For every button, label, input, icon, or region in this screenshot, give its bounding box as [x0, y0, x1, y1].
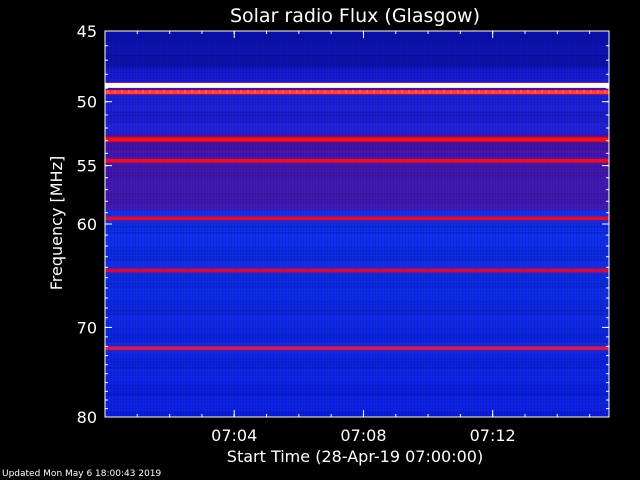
dot-mark	[387, 90, 389, 94]
dot-mark	[562, 90, 564, 94]
emission-band-7	[105, 346, 609, 350]
dot-mark	[163, 90, 165, 94]
dot-mark	[324, 90, 326, 94]
dot-mark	[569, 90, 571, 94]
emission-band-5	[105, 216, 609, 221]
dot-mark	[331, 90, 333, 94]
dot-mark	[366, 90, 368, 94]
emission-band-2	[105, 90, 609, 95]
dot-mark	[128, 90, 130, 94]
dot-mark	[548, 90, 550, 94]
dot-mark	[380, 90, 382, 94]
dot-mark	[541, 90, 543, 94]
dot-mark	[583, 90, 585, 94]
dot-mark	[114, 90, 116, 94]
emission-band-1	[105, 82, 609, 88]
dot-mark	[282, 90, 284, 94]
vertical-texture	[105, 31, 609, 417]
dot-mark	[121, 90, 123, 94]
dot-mark	[520, 90, 522, 94]
dot-mark	[401, 90, 403, 94]
dot-mark	[499, 90, 501, 94]
dot-mark	[436, 90, 438, 94]
dot-mark	[289, 90, 291, 94]
dot-mark	[310, 90, 312, 94]
dot-mark	[408, 90, 410, 94]
dot-mark	[464, 90, 466, 94]
dot-mark	[268, 90, 270, 94]
dot-mark	[107, 90, 109, 94]
dot-mark	[534, 90, 536, 94]
dot-mark	[261, 90, 263, 94]
dot-mark	[205, 90, 207, 94]
dot-mark	[233, 90, 235, 94]
dot-mark	[513, 90, 515, 94]
dot-mark	[149, 90, 151, 94]
dot-mark	[296, 90, 298, 94]
dot-mark	[373, 90, 375, 94]
y-tick-label: 70	[77, 318, 97, 337]
dot-mark	[219, 90, 221, 94]
dot-mark	[429, 90, 431, 94]
dot-mark	[555, 90, 557, 94]
y-axis-label: Frequency [MHz]	[47, 156, 66, 290]
dot-mark	[226, 90, 228, 94]
dot-mark	[345, 90, 347, 94]
dot-mark	[191, 90, 193, 94]
y-tick-label: 80	[77, 408, 97, 427]
emission-band-3	[105, 137, 609, 142]
emission-band-6	[105, 268, 609, 273]
x-axis-label: Start Time (28-Apr-19 07:00:00)	[227, 447, 483, 466]
dot-mark	[184, 90, 186, 94]
y-tick-label: 60	[77, 215, 97, 234]
dot-mark	[247, 90, 249, 94]
dot-mark	[450, 90, 452, 94]
dot-mark	[478, 90, 480, 94]
dot-mark	[590, 90, 592, 94]
dot-mark	[492, 90, 494, 94]
dot-mark	[338, 90, 340, 94]
dot-mark	[506, 90, 508, 94]
updated-timestamp: Updated Mon May 6 18:00:43 2019	[2, 469, 162, 479]
dot-mark	[352, 90, 354, 94]
y-tick-label: 45	[77, 22, 97, 41]
dot-mark	[422, 90, 424, 94]
dot-mark	[212, 90, 214, 94]
dot-mark	[198, 90, 200, 94]
plot-area	[105, 31, 609, 417]
y-tick-label: 50	[77, 93, 97, 112]
dot-mark	[170, 90, 172, 94]
emission-band-4	[105, 158, 609, 163]
dot-mark	[240, 90, 242, 94]
dot-mark	[485, 90, 487, 94]
y-tick-label: 55	[77, 157, 97, 176]
dot-mark	[527, 90, 529, 94]
dot-mark	[597, 90, 599, 94]
dot-mark	[135, 90, 137, 94]
dot-mark	[576, 90, 578, 94]
dot-mark	[303, 90, 305, 94]
dot-mark	[604, 90, 606, 94]
chart-title: Solar radio Flux (Glasgow)	[230, 5, 480, 27]
dot-mark	[415, 90, 417, 94]
dot-mark	[177, 90, 179, 94]
axes: 45 50 55 60 70 80 07:04 07:08 07:12	[77, 22, 610, 445]
x-tick-label: 07:08	[340, 426, 386, 445]
dot-mark	[275, 90, 277, 94]
x-tick-label: 07:12	[470, 426, 516, 445]
dot-mark	[394, 90, 396, 94]
dot-mark	[471, 90, 473, 94]
x-tick-label: 07:04	[211, 426, 257, 445]
dot-mark	[359, 90, 361, 94]
dot-mark	[317, 90, 319, 94]
dot-mark	[443, 90, 445, 94]
dot-mark	[142, 90, 144, 94]
dot-mark	[457, 90, 459, 94]
dotted-band	[107, 90, 606, 94]
dot-mark	[254, 90, 256, 94]
dot-mark	[156, 90, 158, 94]
